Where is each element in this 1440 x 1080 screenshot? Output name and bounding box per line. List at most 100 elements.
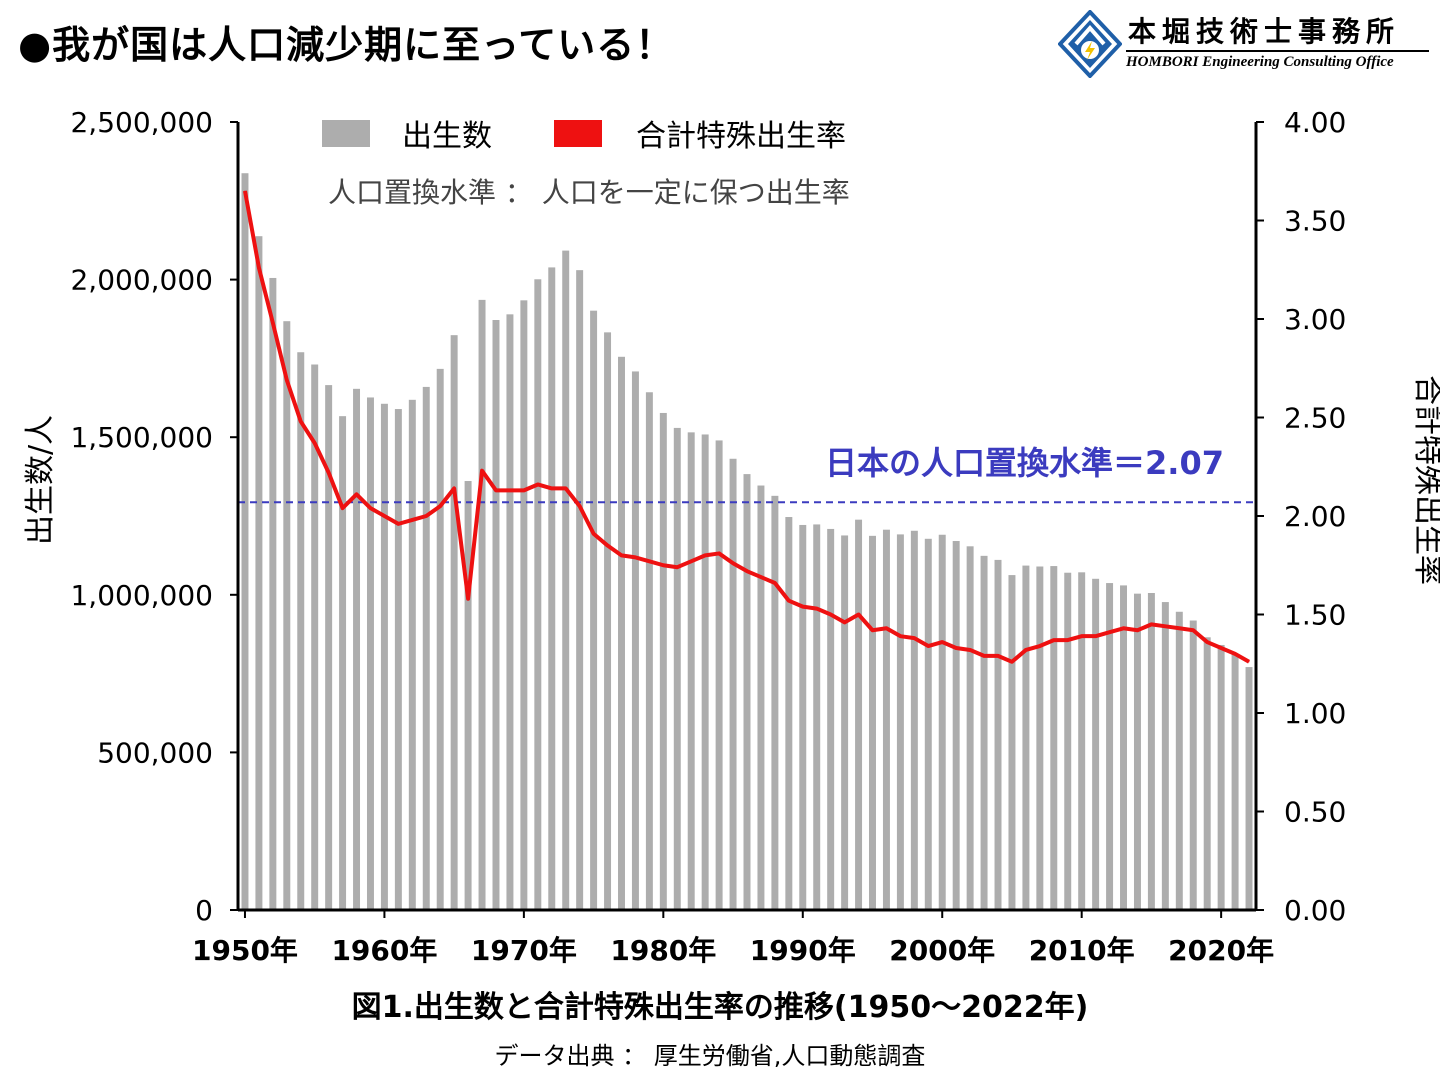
rate-point-1988 <box>774 582 776 584</box>
bar-1971 <box>534 279 542 910</box>
company-emblem-icon <box>1058 10 1122 78</box>
bar-1960 <box>380 403 388 910</box>
rate-point-2001 <box>955 647 957 649</box>
bar-1962 <box>408 399 416 910</box>
right-tick-label: 3.50 <box>1284 205 1346 238</box>
rate-point-2021 <box>1234 653 1236 655</box>
left-axis-title: 出生数/人 <box>23 415 58 545</box>
logo-name: 本堀技術士事務所 <box>1128 15 1401 48</box>
bar-1992 <box>827 528 835 910</box>
right-tick-label: 2.00 <box>1284 500 1346 533</box>
rate-point-2003 <box>983 655 985 657</box>
x-tick-label: 1960年 <box>331 934 437 967</box>
bar-2020 <box>1217 644 1225 910</box>
bar-1988 <box>771 495 779 910</box>
legend-line-label: 合計特殊出生率 <box>636 119 846 154</box>
bar-1961 <box>394 409 402 910</box>
rate-point-2012 <box>1109 631 1111 633</box>
rate-point-1986 <box>746 570 748 572</box>
rate-point-1973 <box>565 487 567 489</box>
rate-point-1955 <box>314 442 316 444</box>
rate-point-1993 <box>844 621 846 623</box>
bar-2015 <box>1147 593 1155 910</box>
x-tick-label: 1990年 <box>750 934 856 967</box>
rate-point-2017 <box>1178 627 1180 629</box>
rate-point-1950 <box>244 190 246 192</box>
bar-1999 <box>924 538 932 910</box>
x-tick-label: 2000年 <box>889 934 995 967</box>
x-tick-label: 2020年 <box>1168 934 1274 967</box>
chart-caption: 図1.出生数と合計特殊出生率の推移(1950～2022年) <box>351 990 1089 1025</box>
bar-1974 <box>576 270 584 910</box>
left-tick-label: 2,500,000 <box>70 106 213 139</box>
bar-2009 <box>1064 572 1072 910</box>
rate-point-1964 <box>439 505 441 507</box>
left-tick-label: 1,500,000 <box>70 421 213 454</box>
rate-point-1966 <box>467 598 469 600</box>
x-tick-label: 1970年 <box>471 934 577 967</box>
bar-1995 <box>869 535 876 910</box>
rate-point-1971 <box>537 483 539 485</box>
bar-1972 <box>548 267 556 910</box>
rate-point-1987 <box>760 576 762 578</box>
rate-point-1982 <box>690 560 692 562</box>
rate-point-2018 <box>1192 629 1194 631</box>
rate-point-1952 <box>272 322 274 324</box>
logo-subtitle: HOMBORI Engineering Consulting Office <box>1126 54 1394 70</box>
right-tick-label: 0.00 <box>1284 894 1346 927</box>
right-axis-title: 合計特殊出生率 <box>1410 375 1440 585</box>
reference-line-group: 日本の人口置換水準＝2.07 <box>238 444 1256 504</box>
left-tick-label: 0 <box>195 894 213 927</box>
rate-point-1980 <box>662 564 664 566</box>
rate-point-2019 <box>1206 641 1208 643</box>
rate-point-1962 <box>411 519 413 521</box>
bar-1990 <box>799 524 807 910</box>
bar-1966 <box>464 481 472 910</box>
right-tick-label: 1.00 <box>1284 697 1346 730</box>
rate-point-1976 <box>607 545 609 547</box>
legend-line-swatch <box>554 120 602 147</box>
rate-point-2010 <box>1081 635 1083 637</box>
bar-1983 <box>701 434 709 910</box>
left-tick-label: 1,000,000 <box>70 579 213 612</box>
rate-point-2011 <box>1095 635 1097 637</box>
rate-point-1981 <box>676 566 678 568</box>
bar-1996 <box>882 529 890 910</box>
bar-1984 <box>715 440 723 910</box>
rate-point-1979 <box>648 560 650 562</box>
bar-2008 <box>1050 566 1058 910</box>
rate-point-1958 <box>356 493 358 495</box>
rate-point-1961 <box>397 523 399 525</box>
rate-point-2014 <box>1136 629 1138 631</box>
bar-2021 <box>1231 654 1239 910</box>
bar-1956 <box>325 385 333 911</box>
rate-point-1972 <box>551 487 553 489</box>
rate-point-2009 <box>1067 639 1069 641</box>
rate-point-1951 <box>258 267 260 269</box>
rate-point-1977 <box>620 554 622 556</box>
rate-point-2013 <box>1123 627 1125 629</box>
rate-point-1998 <box>913 637 915 639</box>
bar-2012 <box>1106 583 1114 910</box>
page-title: ●我が国は人口減少期に至っている！ <box>18 23 675 67</box>
data-source: データ出典 ： 厚生労働省,人口動態調査 <box>494 1042 926 1070</box>
rate-point-2002 <box>969 649 971 651</box>
bar-2010 <box>1078 572 1086 910</box>
left-tick-label: 2,000,000 <box>70 264 213 297</box>
rate-point-1975 <box>593 533 595 535</box>
rate-point-1957 <box>342 507 344 509</box>
right-tick-label: 3.00 <box>1284 303 1346 336</box>
company-logo: 本堀技術士事務所 HOMBORI Engineering Consulting … <box>1058 8 1433 80</box>
rate-point-1953 <box>286 379 288 381</box>
rate-point-1996 <box>885 627 887 629</box>
rate-point-1999 <box>927 645 929 647</box>
bar-1980 <box>659 412 667 910</box>
rate-point-1984 <box>718 552 720 554</box>
bar-1981 <box>673 427 681 910</box>
x-tick-label: 2010年 <box>1029 934 1135 967</box>
rate-point-1963 <box>425 515 427 517</box>
bar-1958 <box>353 388 361 911</box>
rate-point-1954 <box>300 420 302 422</box>
bar-2014 <box>1133 593 1141 910</box>
rate-point-1960 <box>383 515 385 517</box>
